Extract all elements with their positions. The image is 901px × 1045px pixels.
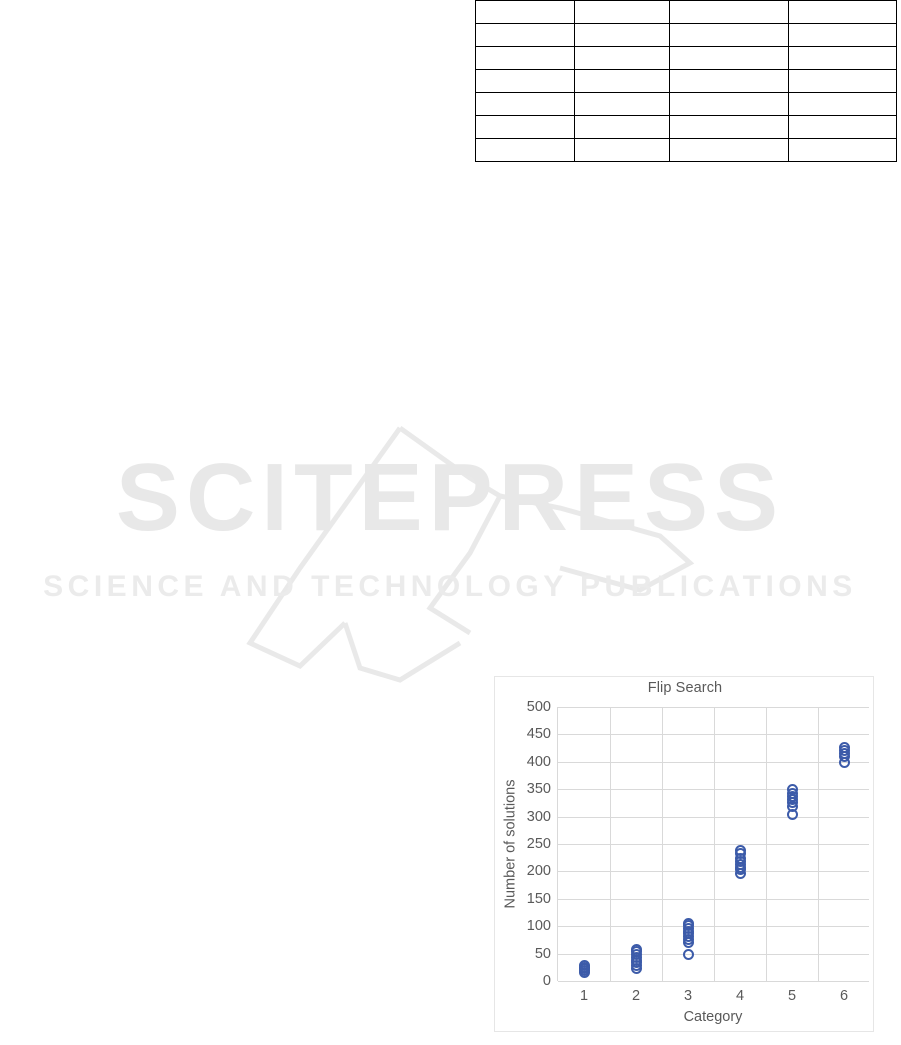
- table-cell: [574, 69, 670, 93]
- table-cell: [574, 23, 670, 47]
- table-cell: [574, 138, 670, 162]
- y-gridline: [558, 981, 869, 982]
- scatter-point: [786, 784, 798, 796]
- y-axis-title-label: Number of solutions: [502, 779, 519, 909]
- table-cell: [475, 46, 575, 70]
- y-tick-label: 200: [526, 863, 551, 880]
- y-tick-label: 50: [534, 945, 551, 962]
- table-cell: [475, 92, 575, 116]
- table-cell: [475, 115, 575, 139]
- y-tick-label: 400: [526, 753, 551, 770]
- x-tick-label: 3: [683, 988, 693, 1004]
- table-cell: [475, 0, 575, 24]
- y-gridline: [558, 898, 869, 900]
- y-gridline: [558, 816, 869, 818]
- scatter-point: [682, 917, 694, 929]
- table-cell: [669, 69, 789, 93]
- table-cell: [788, 0, 897, 24]
- y-gridline: [558, 761, 869, 763]
- y-tick-label: 300: [526, 808, 551, 825]
- table-row: [475, 69, 897, 93]
- y-tick-label: 150: [526, 890, 551, 907]
- scatter-point: [838, 741, 850, 753]
- table-row: [475, 0, 897, 24]
- scatter-point: [734, 845, 746, 857]
- y-gridline: [558, 926, 869, 928]
- x-gridline: [610, 707, 611, 981]
- scatter-point: [630, 944, 642, 956]
- table-cell: [788, 46, 897, 70]
- watermark-subtitle: SCIENCE AND TECHNOLOGY PUBLICATIONS: [43, 570, 857, 603]
- table-cell: [788, 115, 897, 139]
- x-tick-label: 6: [839, 988, 849, 1004]
- table-cell: [788, 23, 897, 47]
- data-table-container: [475, 0, 897, 162]
- watermark-title: SCITEPRESS: [116, 444, 784, 551]
- x-tick-label: 4: [735, 988, 745, 1004]
- y-tick-label: 250: [526, 836, 551, 852]
- scatter-point: [578, 960, 590, 972]
- table-cell: [574, 46, 670, 70]
- table-cell: [574, 115, 670, 139]
- y-tick-label: 0: [542, 973, 551, 989]
- x-tick-label: 1: [579, 988, 589, 1004]
- table-cell: [669, 0, 789, 24]
- y-tick-label: 500: [526, 699, 551, 715]
- chart-title: Flip Search: [647, 680, 723, 696]
- table-cell: [475, 138, 575, 162]
- x-gridline: [662, 707, 663, 981]
- table-cell: [669, 46, 789, 70]
- table-cell: [788, 69, 897, 93]
- x-axis-title-label: Category: [683, 1009, 743, 1025]
- table-cell: [788, 138, 897, 162]
- y-gridline: [558, 871, 869, 873]
- y-gridline: [558, 953, 869, 955]
- table-cell: [669, 23, 789, 47]
- table-row: [475, 92, 897, 116]
- table-cell: [475, 23, 575, 47]
- table-row: [475, 46, 897, 70]
- x-gridline: [714, 707, 715, 981]
- empty-data-table: [475, 0, 897, 162]
- table-row: [475, 115, 897, 139]
- table-cell: [574, 92, 670, 116]
- x-tick-label: 5: [787, 988, 797, 1004]
- y-gridline: [558, 844, 869, 845]
- table-row: [475, 23, 897, 47]
- y-gridline: [558, 789, 869, 791]
- y-gridline: [558, 734, 869, 736]
- table-cell: [788, 92, 897, 116]
- scitepress-watermark: SCITEPRESS SCIENCE AND TECHNOLOGY PUBLIC…: [0, 418, 901, 690]
- table-cell: [475, 69, 575, 93]
- table-row: [475, 138, 897, 162]
- y-tick-label: 450: [526, 726, 551, 743]
- table-cell: [669, 115, 789, 139]
- table-cell: [669, 92, 789, 116]
- x-tick-label: 2: [631, 988, 641, 1004]
- y-tick-label: 100: [526, 918, 551, 935]
- watermark-book-graphic: [246, 425, 695, 683]
- plot-area: 0 50 100 150 200 250 300 350 400 450 500 1 2 3 4 5 6: [527, 699, 869, 1004]
- table-cell: [574, 0, 670, 24]
- y-axis-title: Number of solutions: [501, 707, 519, 981]
- x-axis-title: Category: [557, 1009, 869, 1025]
- scatter-point: [682, 948, 694, 960]
- flip-search-chart: Flip Search Number of solutions 0 50 100 15…: [494, 676, 874, 1032]
- x-gridline: [766, 707, 767, 981]
- x-gridline: [818, 707, 819, 981]
- y-tick-label: 350: [526, 781, 551, 798]
- y-gridline: [558, 707, 869, 708]
- table-cell: [669, 138, 789, 162]
